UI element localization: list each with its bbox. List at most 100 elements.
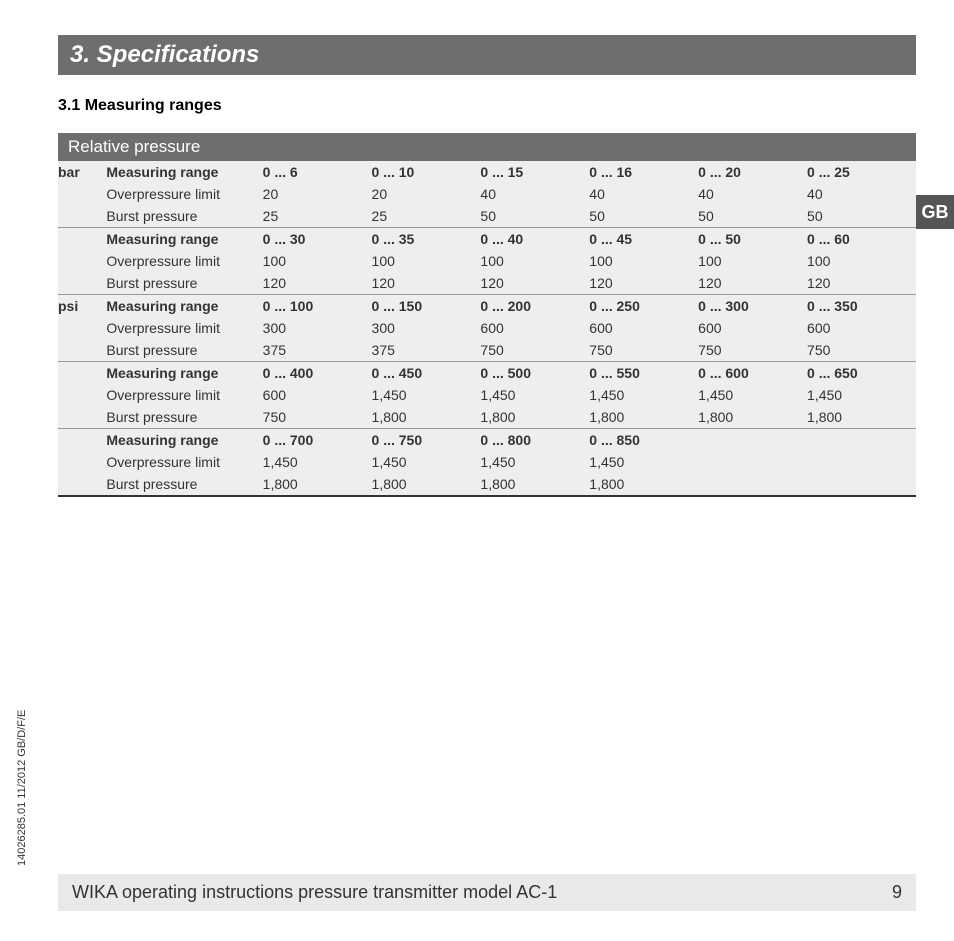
data-cell: 0 ... 650 (807, 362, 916, 385)
data-cell: 1,800 (372, 473, 481, 496)
unit-cell (58, 183, 106, 205)
data-cell: 50 (589, 205, 698, 228)
unit-cell (58, 205, 106, 228)
label-cell: Measuring range (106, 295, 262, 318)
label-cell: Measuring range (106, 161, 262, 183)
page-footer: WIKA operating instructions pressure tra… (58, 874, 916, 911)
unit-cell: bar (58, 161, 106, 183)
data-cell (807, 473, 916, 496)
subsection-title: 3.1 Measuring ranges (58, 97, 916, 115)
data-cell: 750 (263, 406, 372, 429)
data-cell (698, 429, 807, 452)
data-cell: 1,800 (480, 406, 589, 429)
label-cell: Overpressure limit (106, 384, 262, 406)
data-cell: 0 ... 100 (263, 295, 372, 318)
data-cell: 0 ... 10 (372, 161, 481, 183)
data-cell: 25 (263, 205, 372, 228)
data-cell: 120 (480, 272, 589, 295)
data-cell: 0 ... 16 (589, 161, 698, 183)
data-cell: 600 (589, 317, 698, 339)
table-row: Measuring range0 ... 300 ... 350 ... 400… (58, 228, 916, 251)
data-cell: 40 (698, 183, 807, 205)
unit-cell (58, 406, 106, 429)
data-cell: 100 (263, 250, 372, 272)
data-cell: 0 ... 400 (263, 362, 372, 385)
data-cell: 40 (807, 183, 916, 205)
data-cell: 600 (698, 317, 807, 339)
data-cell: 1,450 (480, 384, 589, 406)
data-cell: 40 (480, 183, 589, 205)
footer-title: WIKA operating instructions pressure tra… (72, 882, 557, 903)
data-cell: 1,450 (698, 384, 807, 406)
data-cell: 0 ... 750 (372, 429, 481, 452)
table-row: Overpressure limit6001,4501,4501,4501,45… (58, 384, 916, 406)
data-cell: 1,450 (589, 384, 698, 406)
data-cell: 600 (480, 317, 589, 339)
data-cell: 1,450 (807, 384, 916, 406)
data-cell: 600 (807, 317, 916, 339)
data-cell: 0 ... 35 (372, 228, 481, 251)
data-cell: 0 ... 40 (480, 228, 589, 251)
data-cell (698, 473, 807, 496)
unit-cell (58, 228, 106, 251)
data-cell: 0 ... 800 (480, 429, 589, 452)
table-row: Measuring range0 ... 4000 ... 4500 ... 5… (58, 362, 916, 385)
data-cell: 120 (698, 272, 807, 295)
data-cell: 1,800 (372, 406, 481, 429)
unit-cell (58, 473, 106, 496)
data-cell: 0 ... 25 (807, 161, 916, 183)
data-cell: 50 (480, 205, 589, 228)
data-cell: 375 (263, 339, 372, 362)
data-cell: 750 (480, 339, 589, 362)
data-cell: 1,450 (263, 451, 372, 473)
unit-cell (58, 272, 106, 295)
data-cell: 0 ... 30 (263, 228, 372, 251)
data-cell: 600 (263, 384, 372, 406)
data-cell: 0 ... 600 (698, 362, 807, 385)
section-title: 3. Specifications (58, 35, 916, 75)
data-cell: 0 ... 500 (480, 362, 589, 385)
label-cell: Measuring range (106, 228, 262, 251)
data-cell: 100 (589, 250, 698, 272)
label-cell: Overpressure limit (106, 250, 262, 272)
language-tab: GB (916, 195, 954, 229)
data-cell: 0 ... 250 (589, 295, 698, 318)
table-row: psiMeasuring range0 ... 1000 ... 1500 ..… (58, 295, 916, 318)
table-row: Burst pressure120120120120120120 (58, 272, 916, 295)
data-cell: 375 (372, 339, 481, 362)
table-row: Overpressure limit100100100100100100 (58, 250, 916, 272)
data-cell: 20 (372, 183, 481, 205)
label-cell: Burst pressure (106, 339, 262, 362)
data-cell: 0 ... 200 (480, 295, 589, 318)
data-cell: 750 (589, 339, 698, 362)
specifications-table: barMeasuring range0 ... 60 ... 100 ... 1… (58, 161, 916, 497)
data-cell: 0 ... 850 (589, 429, 698, 452)
data-cell: 25 (372, 205, 481, 228)
table-row: barMeasuring range0 ... 60 ... 10 0 ... 1… (58, 161, 916, 183)
data-cell: 50 (807, 205, 916, 228)
data-cell: 750 (807, 339, 916, 362)
data-cell: 0 ... 45 (589, 228, 698, 251)
data-cell: 100 (372, 250, 481, 272)
label-cell: Burst pressure (106, 406, 262, 429)
data-cell (807, 451, 916, 473)
unit-cell (58, 339, 106, 362)
unit-cell (58, 451, 106, 473)
data-cell (698, 451, 807, 473)
data-cell: 0 ... 60 (807, 228, 916, 251)
data-cell: 20 (263, 183, 372, 205)
data-cell: 120 (372, 272, 481, 295)
data-cell: 0 ... 350 (807, 295, 916, 318)
unit-cell (58, 362, 106, 385)
data-cell: 1,800 (589, 406, 698, 429)
data-cell: 300 (263, 317, 372, 339)
unit-cell (58, 317, 106, 339)
data-cell: 0 ... 550 (589, 362, 698, 385)
data-cell: 40 (589, 183, 698, 205)
unit-cell (58, 384, 106, 406)
data-cell: 50 (698, 205, 807, 228)
table-row: Overpressure limit202040404040 (58, 183, 916, 205)
data-cell: 1,800 (263, 473, 372, 496)
data-cell: 0 ... 6 (263, 161, 372, 183)
label-cell: Burst pressure (106, 272, 262, 295)
